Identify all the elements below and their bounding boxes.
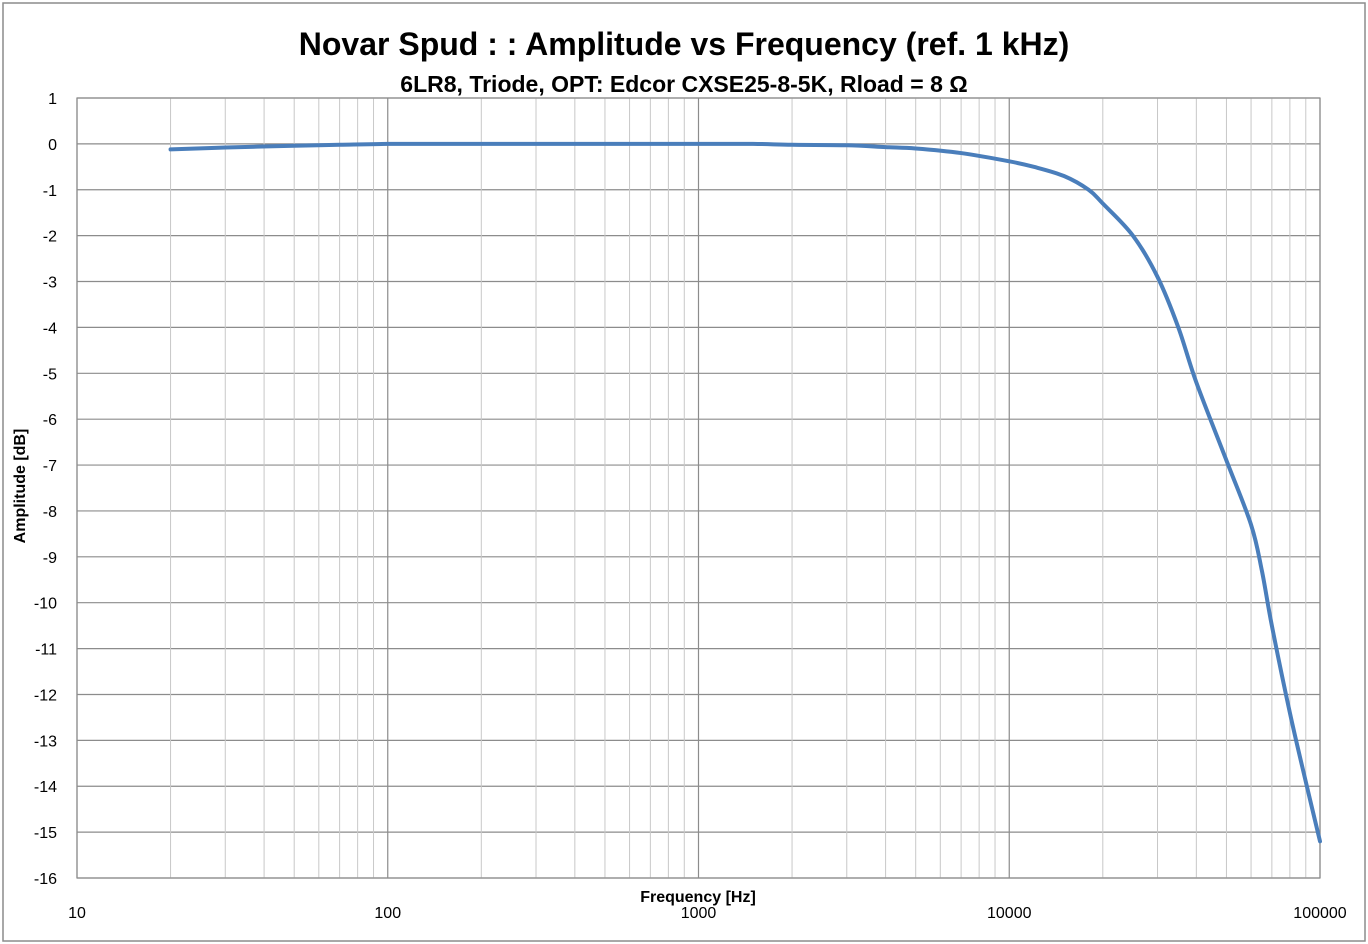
y-tick-label: 0 (48, 137, 57, 154)
y-tick-label: -8 (43, 504, 57, 521)
x-tick-label: 100 (374, 905, 401, 922)
chart-subtitle: 6LR8, Triode, OPT: Edcor CXSE25-8-5K, Rl… (400, 71, 967, 97)
y-tick-label: -7 (43, 458, 57, 475)
y-tick-label: -13 (34, 733, 57, 750)
y-tick-label: -1 (43, 183, 57, 200)
y-tick-label: -16 (34, 871, 57, 888)
y-tick-label: -3 (43, 275, 57, 292)
y-tick-label: 1 (48, 91, 57, 108)
y-tick-label: -5 (43, 366, 57, 383)
plot-area (76, 97, 1321, 879)
series-line (168, 141, 1322, 844)
y-tick-label: -2 (43, 229, 57, 246)
y-tick-label: -15 (34, 825, 57, 842)
y-tick-label: -11 (35, 642, 57, 659)
chart-title: Novar Spud : : Amplitude vs Frequency (r… (299, 26, 1070, 62)
y-tick-label: -4 (43, 320, 57, 337)
series-layer (168, 141, 1322, 844)
y-tick-label: -12 (34, 687, 57, 704)
x-tick-label: 1000 (681, 905, 717, 922)
x-tick-label: 10000 (987, 905, 1032, 922)
y-tick-labels: 1 0 -1 -2 -3 -4 -5 -6 -7 -8 -9 -10 -11 -12 -13 -14 -15 -1… (34, 91, 57, 888)
x-tick-label: 10 (68, 905, 86, 922)
x-tick-label: 100000 (1293, 905, 1346, 922)
y-tick-label: -14 (34, 779, 57, 796)
y-tick-label: -10 (34, 596, 57, 613)
y-axis-label: Amplitude [dB] (12, 429, 29, 544)
x-tick-labels: 10 100 1000 10000 100000 (68, 905, 1347, 922)
y-tick-label: -6 (43, 412, 57, 429)
y-tick-label: -9 (43, 550, 57, 567)
x-axis-label: Frequency [Hz] (640, 889, 756, 906)
grid-lines (76, 97, 1321, 879)
